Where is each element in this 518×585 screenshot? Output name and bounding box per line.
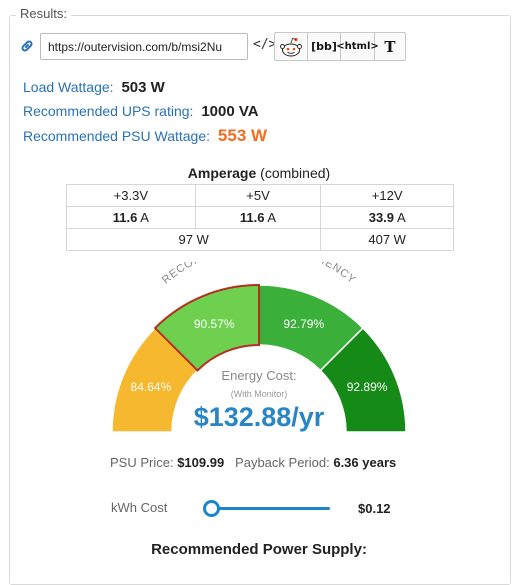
header-5v: +5V xyxy=(194,184,322,207)
recommended-psu-title: Recommended Power Supply: xyxy=(151,541,367,558)
table-row: +3.3V +5V +12V xyxy=(66,184,454,207)
gauge-segment xyxy=(319,326,407,433)
gauge-segment xyxy=(153,283,260,372)
energy-cost-label: Energy Cost: xyxy=(221,368,297,383)
amperage-title: Amperage (combined) xyxy=(0,165,518,181)
link-icon[interactable] xyxy=(19,38,35,54)
psu-price-label: PSU Price: xyxy=(110,455,174,470)
gauge-segment-label: 90.57% xyxy=(194,317,235,331)
psu-wattage-row: Recommended PSU Wattage: 553 W xyxy=(23,126,267,146)
amp-5v: 11.6 A xyxy=(194,206,322,229)
text-share-button[interactable]: T xyxy=(384,37,396,56)
amperage-heading: Amperage xyxy=(187,165,257,181)
reddit-icon xyxy=(280,37,302,56)
kwh-slider-track[interactable] xyxy=(206,507,330,510)
bbcode-share-button[interactable]: [bb] xyxy=(308,33,341,60)
amp-12v: 33.9 A xyxy=(320,206,454,229)
load-wattage-label: Load Wattage: xyxy=(23,79,114,95)
watts-12v: 407 W xyxy=(320,228,454,251)
load-wattage-value: 503 W xyxy=(121,79,165,96)
gauge-segment-label: 92.79% xyxy=(283,317,324,331)
reddit-share-button[interactable] xyxy=(275,33,308,60)
psu-wattage-label: Recommended PSU Wattage: xyxy=(23,128,211,144)
psu-wattage-value: 553 W xyxy=(217,126,268,145)
price-row: PSU Price: $109.99 Payback Period: 6.36 … xyxy=(110,455,396,470)
ups-rating-value: 1000 VA xyxy=(201,103,259,120)
with-monitor-label: (With Monitor) xyxy=(230,389,288,399)
payback-label: Payback Period: xyxy=(235,455,330,470)
kwh-slider-thumb[interactable] xyxy=(203,500,220,517)
header-12v: +12V xyxy=(320,184,454,207)
kwh-cost-value: $0.12 xyxy=(358,501,391,516)
share-buttons: [bb] <html> T xyxy=(274,32,406,61)
energy-cost-value: $132.88/yr xyxy=(193,402,325,432)
psu-price-value: $109.99 xyxy=(177,455,225,470)
header-3v3: +3.3V xyxy=(66,184,196,207)
payback-value: 6.36 years xyxy=(333,455,397,470)
gauge-segment-label: 84.64% xyxy=(131,380,172,394)
ups-rating-row: Recommended UPS rating: 1000 VA xyxy=(23,103,259,120)
watts-low-rails: 97 W xyxy=(65,228,322,251)
amp-3v3: 11.6 A xyxy=(66,206,196,229)
results-legend: Results: xyxy=(16,6,71,21)
gauge-segment-label: 92.89% xyxy=(347,380,388,394)
amperage-subtitle: (combined) xyxy=(260,165,331,181)
gauge-arc-label: RECOMMENDED PSU EFFICIENCY xyxy=(160,262,358,286)
table-row: 97 W 407 W xyxy=(65,228,454,251)
load-wattage-row: Load Wattage: 503 W xyxy=(23,79,165,96)
amperage-table: +3.3V +5V +12V 11.6 A 11.6 A 33.9 A 97 W… xyxy=(65,184,454,251)
share-url-input[interactable] xyxy=(40,33,248,60)
table-row: 11.6 A 11.6 A 33.9 A xyxy=(66,206,454,229)
kwh-cost-label: kWh Cost xyxy=(111,500,168,515)
code-embed-icon[interactable]: </> xyxy=(253,37,277,52)
html-share-button[interactable]: <html> xyxy=(336,33,379,60)
efficiency-gauge: 84.64% 92.79% 92.89% 90.57% RECOMMENDED PSU… xyxy=(111,262,407,433)
ups-rating-label: Recommended UPS rating: xyxy=(23,103,194,119)
